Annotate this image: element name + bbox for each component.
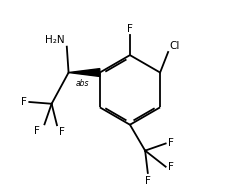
Text: F: F bbox=[144, 176, 150, 186]
Text: Cl: Cl bbox=[168, 41, 179, 51]
Polygon shape bbox=[68, 69, 99, 76]
Text: H₂N: H₂N bbox=[45, 35, 65, 45]
Text: F: F bbox=[21, 97, 27, 107]
Text: F: F bbox=[58, 127, 64, 137]
Text: F: F bbox=[168, 138, 173, 148]
Text: F: F bbox=[34, 126, 40, 136]
Text: F: F bbox=[126, 24, 132, 34]
Text: F: F bbox=[168, 162, 173, 172]
Text: abs: abs bbox=[75, 79, 89, 88]
